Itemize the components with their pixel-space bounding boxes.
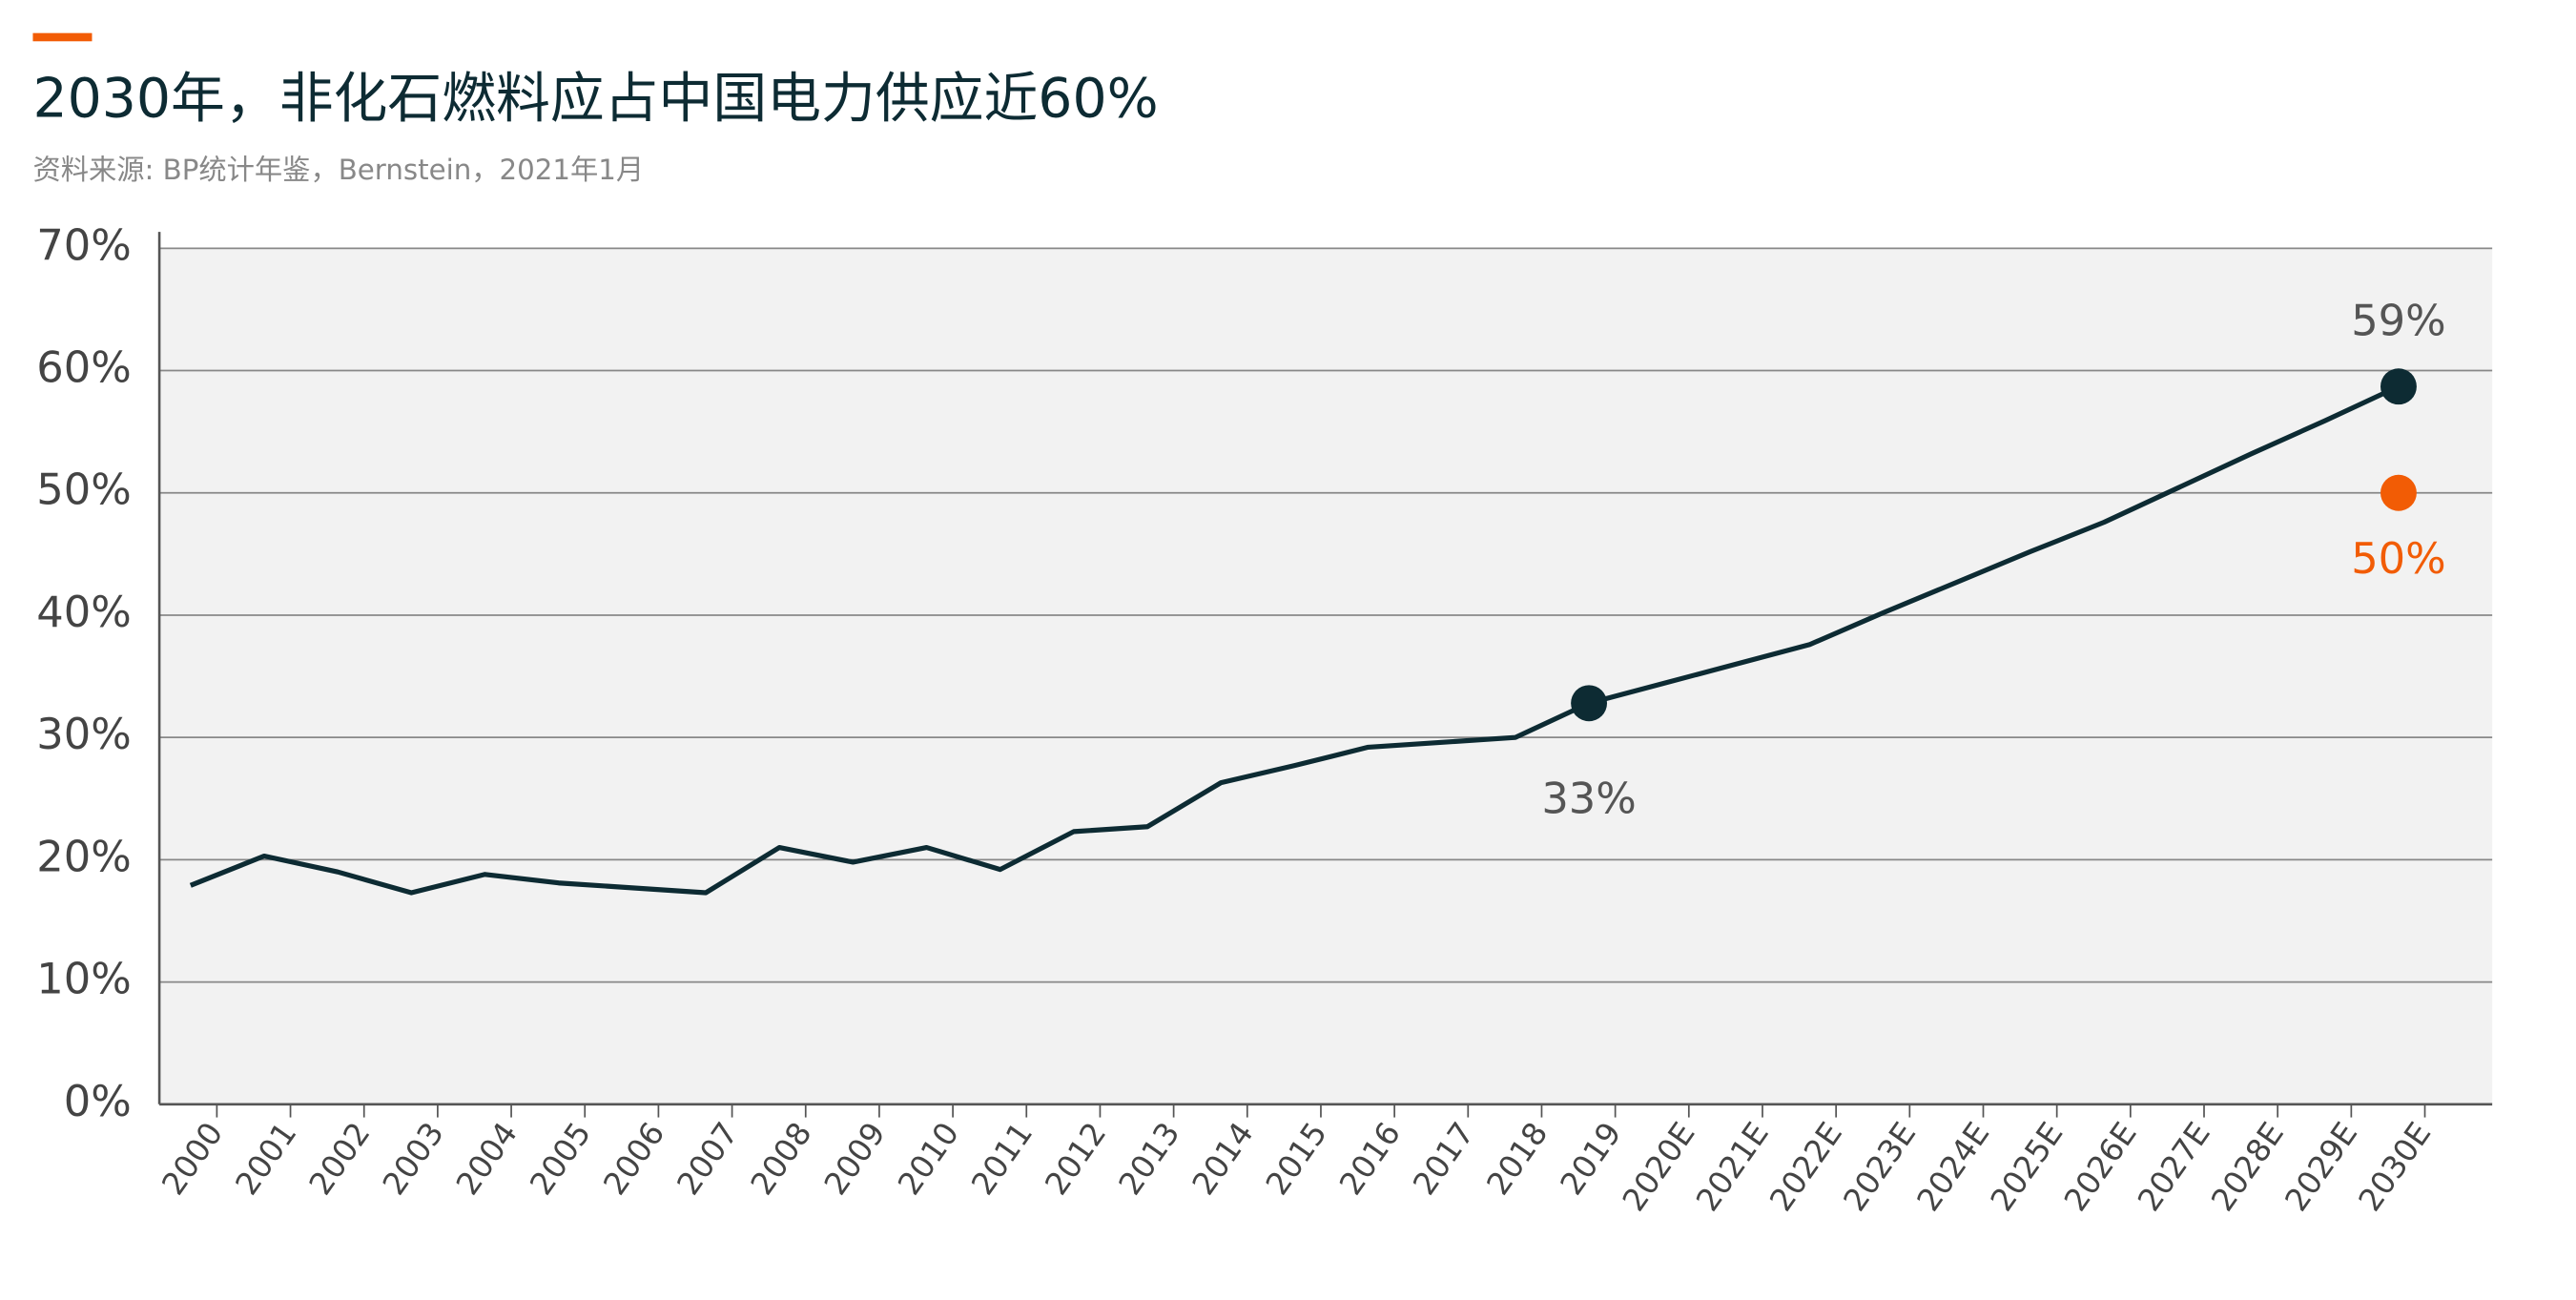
x-tick-label: 2006 <box>596 1116 671 1202</box>
y-tick-label: 70% <box>36 219 132 270</box>
plot-area <box>159 248 2493 1104</box>
data-point <box>2380 474 2417 511</box>
x-tick-label: 2029E <box>2278 1116 2365 1218</box>
x-tick-label: 2004 <box>449 1116 525 1202</box>
data-line <box>189 383 2401 896</box>
x-tick-label: 2009 <box>817 1116 893 1202</box>
x-tick-label: 2005 <box>523 1116 598 1202</box>
x-tick-label: 2030E <box>2352 1116 2439 1218</box>
x-tick-label: 2013 <box>1112 1116 1187 1202</box>
data-point <box>1571 685 1608 722</box>
x-tick-label: 2021E <box>1689 1116 1776 1218</box>
y-tick-label: 30% <box>36 709 132 759</box>
y-tick-label: 50% <box>36 464 132 515</box>
data-label: 59% <box>2351 296 2446 346</box>
x-tick-label: 2002 <box>302 1116 378 1202</box>
x-tick-label: 2000 <box>155 1116 230 1202</box>
data-label: 33% <box>1541 774 1637 824</box>
x-tick-label: 2028E <box>2204 1116 2291 1218</box>
data-label: 50% <box>2351 533 2446 584</box>
chart-subtitle: 资料来源: BP统计年鉴，Bernstein，2021年1月 <box>32 154 644 186</box>
x-tick-label: 2024E <box>1910 1116 1997 1218</box>
y-tick-label: 20% <box>36 831 132 881</box>
x-tick-label: 2020E <box>1616 1116 1702 1218</box>
y-tick-label: 40% <box>36 587 132 637</box>
y-tick-label: 10% <box>36 954 132 1004</box>
x-tick-label: 2015 <box>1259 1116 1334 1202</box>
x-tick-label: 2010 <box>891 1116 966 1202</box>
x-tick-label: 2023E <box>1836 1116 1923 1218</box>
x-tick-label: 2008 <box>744 1116 819 1202</box>
x-tick-label: 2011 <box>964 1116 1040 1202</box>
x-tick-label: 2001 <box>229 1116 304 1202</box>
x-tick-label: 2019 <box>1554 1116 1629 1202</box>
x-tick-label: 2026E <box>2057 1116 2144 1218</box>
x-tick-label: 2027E <box>2131 1116 2217 1218</box>
y-tick-label: 0% <box>64 1076 132 1126</box>
y-tick-label: 60% <box>36 342 132 393</box>
x-tick-label: 2012 <box>1038 1116 1113 1202</box>
x-tick-label: 2017 <box>1406 1116 1481 1202</box>
x-tick-label: 2016 <box>1332 1116 1408 1202</box>
chart-title: 2030年，非化石燃料应占中国电力供应近60% <box>32 68 1158 131</box>
data-point <box>2380 368 2417 405</box>
x-tick-label: 2007 <box>670 1116 746 1202</box>
x-tick-label: 2022E <box>1762 1116 1849 1218</box>
x-tick-label: 2025E <box>1984 1116 2071 1218</box>
accent-bar <box>32 32 93 42</box>
x-tick-label: 2018 <box>1479 1116 1555 1202</box>
x-tick-label: 2003 <box>376 1116 451 1202</box>
x-tick-label: 2014 <box>1185 1116 1261 1202</box>
